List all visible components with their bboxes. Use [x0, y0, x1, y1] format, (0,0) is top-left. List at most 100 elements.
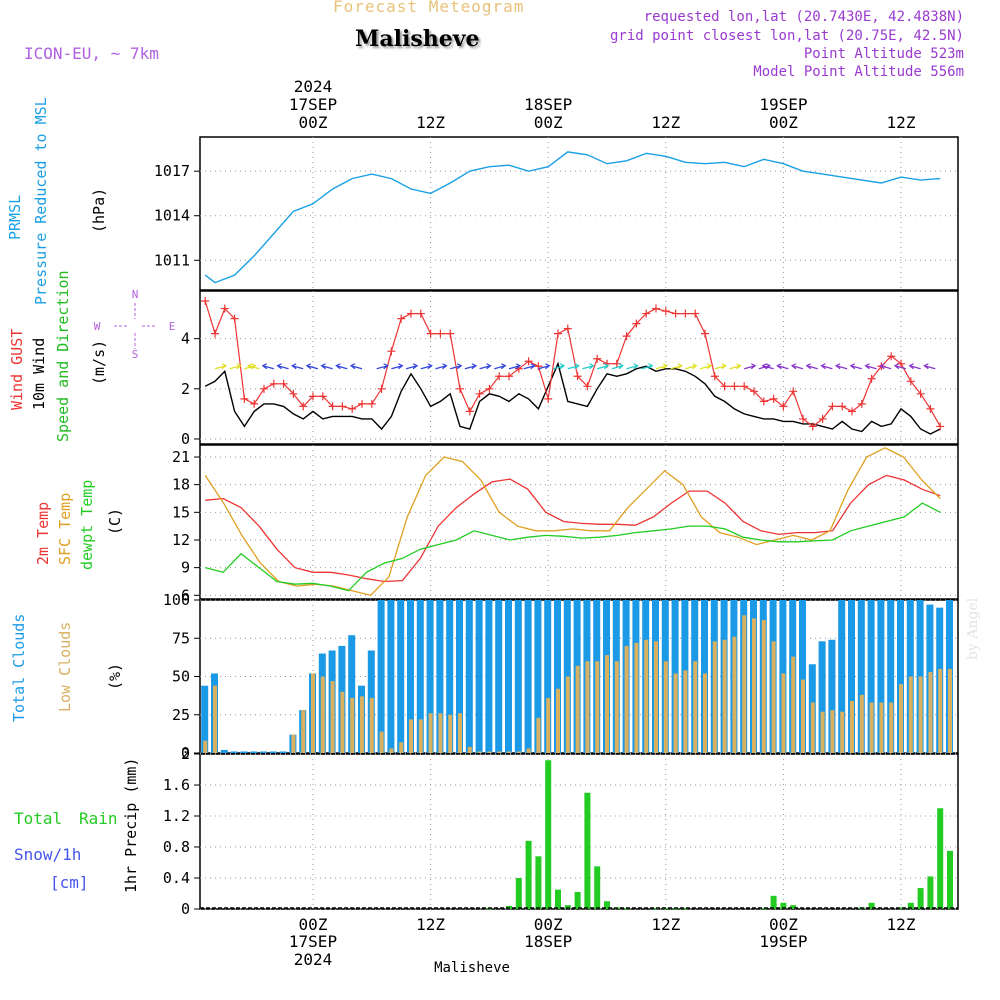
low-cloud-bar — [556, 688, 560, 753]
bottom-date-label: 18SEP — [524, 932, 572, 951]
wind-gust-marker — [230, 314, 239, 323]
low-cloud-bar — [859, 694, 864, 753]
wind-gust-marker — [211, 329, 219, 338]
low-cloud-bar — [889, 702, 894, 753]
wind-gust-marker — [201, 297, 210, 306]
wind-direction-arrow — [464, 363, 478, 370]
low-cloud-bar — [448, 714, 453, 753]
top-time-tick-label: 12Z — [887, 113, 916, 132]
low-cloud-bar — [938, 668, 943, 753]
wind-direction-arrow — [864, 363, 877, 370]
wind-gust-marker — [299, 402, 308, 411]
low-cloud-bar — [663, 661, 668, 753]
low-cloud-bar — [869, 702, 874, 753]
wind-direction-arrow — [229, 363, 242, 370]
low-cloud-bar — [948, 668, 952, 753]
y-tick-label: 1017 — [154, 162, 190, 180]
wind-gust-marker — [338, 402, 347, 411]
y-tick-label: 9 — [181, 559, 190, 577]
y-tick-label: 0 — [181, 744, 190, 762]
snow-legend-label: Snow/1h — [14, 845, 81, 864]
rain-bar — [525, 840, 532, 909]
wind-gust-marker — [250, 399, 259, 408]
total-cloud-bar — [544, 600, 552, 753]
low-cloud-bar — [791, 656, 796, 753]
wind-gust-marker — [828, 402, 837, 411]
low-cloud-bar — [438, 713, 443, 753]
total-cloud-bar — [269, 751, 277, 753]
total-cloud-bar — [230, 751, 238, 753]
total-cloud-bar — [514, 600, 522, 753]
total-cloud-bar — [828, 639, 836, 753]
top-time-tick-label: 00Z — [769, 113, 798, 132]
wind-direction-arrow — [744, 363, 757, 370]
wind-gust-marker — [240, 394, 249, 403]
gridpoint-coords: grid point closest lon,lat (20.75E, 42.5… — [609, 28, 964, 44]
wind-direction-arrow — [376, 363, 389, 370]
total-cloud-bar — [348, 635, 356, 753]
wind-gust-marker — [348, 404, 357, 413]
wind-gust-marker — [465, 407, 474, 416]
total-cloud-bar — [524, 600, 532, 753]
total-cloud-bar — [534, 600, 542, 753]
wind-gust-marker — [289, 389, 298, 398]
low-cloud-bar — [458, 713, 462, 753]
wind-direction-arrow — [538, 363, 551, 370]
location-title: Malisheve — [355, 26, 480, 52]
wind-direction-arrow — [567, 363, 580, 370]
temp-sfc-line — [204, 447, 941, 597]
top-time-tick-label: 00Z — [299, 113, 328, 132]
panel-frame-precip — [199, 753, 959, 910]
wind-direction-arrow — [820, 363, 833, 370]
wind-gust-marker — [789, 387, 798, 396]
bottom-time-tick-label: 00Z — [534, 915, 563, 934]
low-cloud-bar — [487, 751, 492, 753]
low-cloud-bar — [683, 670, 688, 753]
total-cloud-bar — [818, 641, 826, 753]
wind-direction-arrow — [494, 363, 507, 370]
wind-direction-arrow — [611, 363, 625, 370]
y-tick-label: 50 — [172, 668, 190, 686]
wind-gust-marker — [279, 379, 288, 388]
total-cloud-bar — [407, 600, 414, 753]
wind-direction-arrow — [349, 363, 363, 370]
wind-gust-marker — [495, 372, 504, 381]
rain-bar — [682, 908, 689, 910]
low-cloud-bar — [830, 710, 835, 753]
wind-direction-arrow — [714, 363, 727, 370]
wind-direction-arrow — [214, 363, 228, 370]
y-tick-label: 0.4 — [163, 869, 190, 887]
total-cloud-bar — [436, 600, 444, 753]
rain-bar — [907, 902, 914, 909]
total-cloud-bar — [887, 600, 895, 753]
total-cloud-bar — [867, 600, 875, 753]
total-cloud-bar — [397, 600, 405, 753]
bottom-time-tick-label: 00Z — [299, 915, 328, 934]
rain-legend-rain: Rain — [79, 809, 118, 828]
y-tick-label: 2 — [181, 380, 190, 398]
low-cloud-bar — [213, 685, 217, 753]
wind-gust-marker — [887, 352, 896, 361]
low-cloud-bar — [546, 697, 551, 753]
rain-bar — [770, 895, 777, 909]
wind-gust-marker — [681, 309, 690, 318]
low-cloud-bar — [820, 711, 825, 753]
top-date-label: 17SEP — [289, 95, 337, 114]
wind-direction-arrow — [805, 363, 818, 370]
wind-gust-marker — [740, 382, 749, 391]
wind-gust-marker — [936, 422, 945, 431]
y-tick-label: 0 — [181, 430, 190, 448]
total-cloud-bar — [240, 751, 248, 753]
wind-gust-marker — [622, 332, 631, 341]
low-cloud-bar — [761, 619, 766, 753]
wind-gust-marker — [750, 387, 758, 396]
rain-bar — [555, 889, 561, 909]
y-tick-label: 25 — [172, 706, 190, 724]
wind-gust-marker — [838, 402, 847, 411]
y-tick-label: 1.2 — [163, 807, 190, 825]
low-cloud-bar — [703, 673, 707, 753]
y-tick-label: 75 — [172, 629, 190, 647]
total-cloud-bar — [201, 685, 209, 753]
low-cloud-bar — [340, 691, 345, 753]
total-cloud-bar — [897, 600, 904, 753]
